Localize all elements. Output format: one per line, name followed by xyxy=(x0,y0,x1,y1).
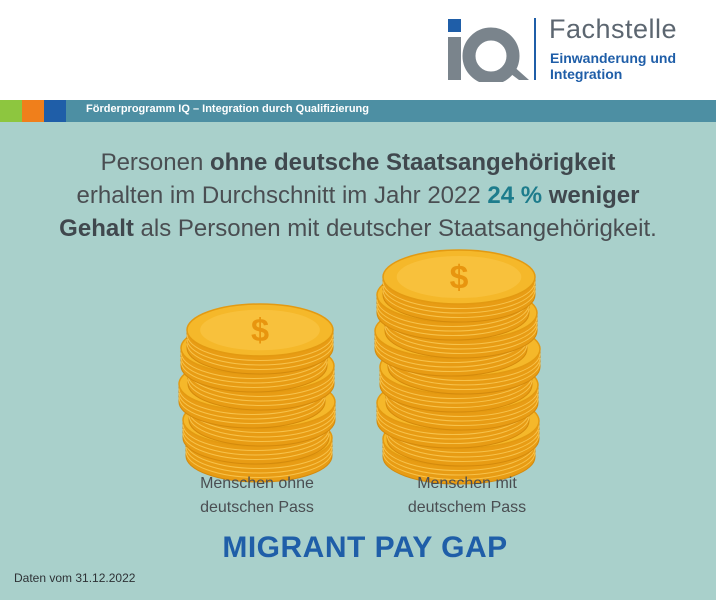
iq-logo xyxy=(448,19,529,82)
label-line: deutschem Pass xyxy=(407,499,527,516)
headline-line1: Personen ohne deutsche Staatsangehörigke… xyxy=(0,146,716,179)
svg-text:$: $ xyxy=(450,258,469,296)
label-without-german-passport: Menschen ohne deutschen Pass xyxy=(157,472,357,520)
program-band xyxy=(0,100,716,122)
main-title: MIGRANT PAY GAP xyxy=(222,531,508,564)
headline-bold: Gehalt xyxy=(59,215,134,242)
headline-bold: weniger xyxy=(542,182,640,209)
org-name: Fachstelle xyxy=(549,14,678,44)
blue-square xyxy=(44,100,66,122)
label-with-german-passport: Menschen mit deutschem Pass xyxy=(367,472,567,520)
headline-line2: erhalten im Durchschnitt im Jahr 2022 24… xyxy=(0,179,716,212)
dollar-coin-stack-large-icon: $ xyxy=(374,249,541,485)
header: Fachstelle Einwanderung und Integration xyxy=(0,0,716,100)
green-square xyxy=(0,100,22,122)
label-line: Menschen mit xyxy=(417,475,517,492)
percent-value: 24 % xyxy=(487,182,543,209)
headline: Personen ohne deutsche Staatsangehörigke… xyxy=(0,146,716,245)
label-line: Menschen ohne xyxy=(200,475,314,492)
orange-square xyxy=(22,100,44,122)
org-subtitle-line1: Einwanderung und xyxy=(550,50,676,66)
logo-divider xyxy=(534,18,536,80)
label-line: deutschen Pass xyxy=(200,499,314,516)
headline-line3: Gehalt als Personen mit deutscher Staats… xyxy=(0,212,716,245)
svg-text:$: $ xyxy=(251,312,269,348)
org-subtitle: Einwanderung und Integration xyxy=(550,50,676,82)
dollar-coin-stack-small-icon: $ xyxy=(178,303,336,483)
headline-text: erhalten im Durchschnitt im Jahr 2022 xyxy=(76,182,488,209)
org-subtitle-line2: Integration xyxy=(550,66,623,82)
headline-bold: ohne deutsche Staatsangehörigkeit xyxy=(209,149,616,176)
headline-text: als Personen mit deutscher Staatsangehör… xyxy=(133,215,657,242)
data-date: Daten vom 31.12.2022 xyxy=(14,571,136,585)
headline-text: Personen xyxy=(100,149,210,176)
program-name: Förderprogramm IQ – Integration durch Qu… xyxy=(86,103,369,115)
